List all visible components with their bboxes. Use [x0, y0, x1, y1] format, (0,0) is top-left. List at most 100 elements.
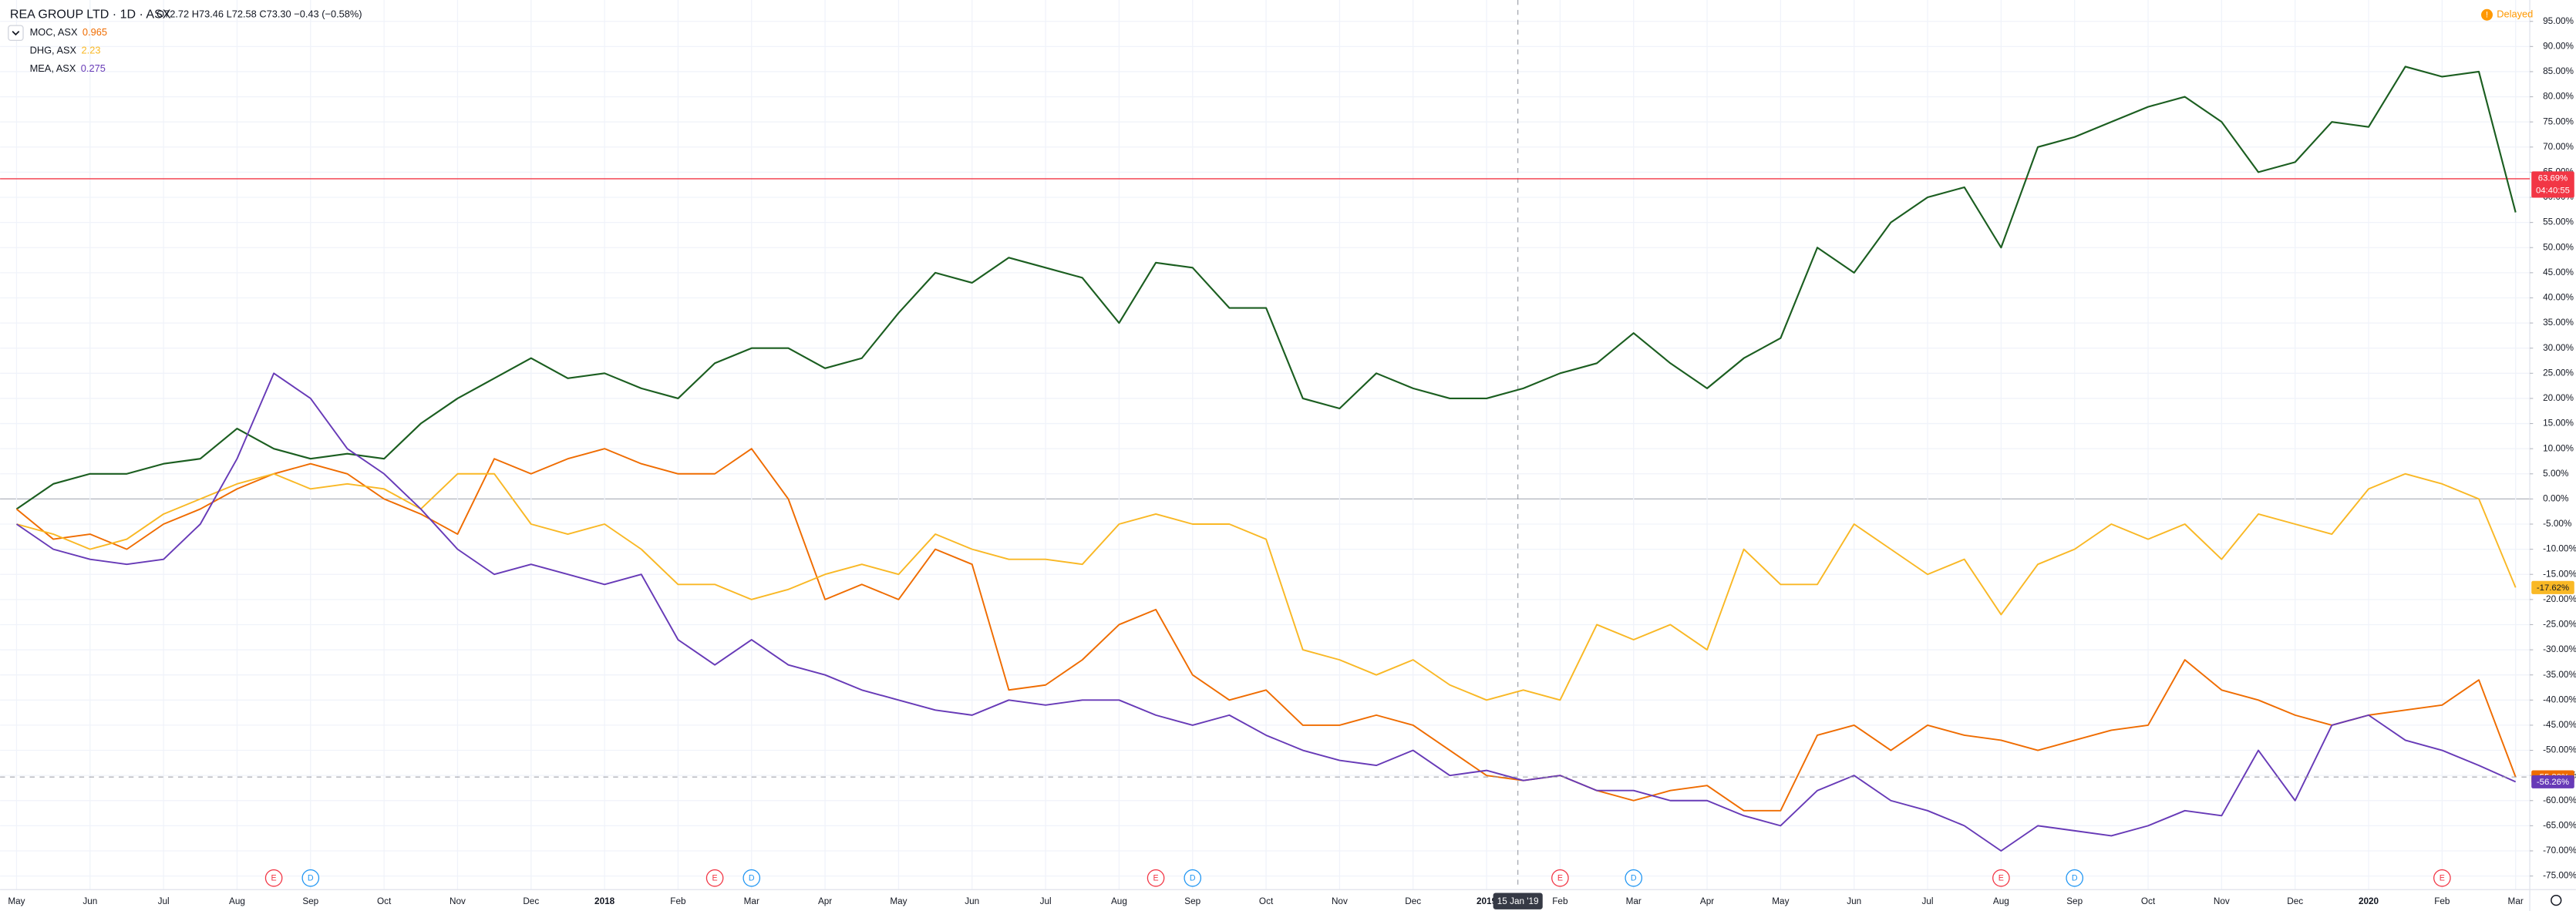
y-tick-label: -70.00%	[2543, 845, 2576, 856]
x-tick-label: Apr	[1700, 896, 1714, 906]
y-tick-label: 90.00%	[2543, 41, 2574, 51]
y-tick-label: 30.00%	[2543, 343, 2574, 353]
last-value-box	[2531, 775, 2574, 788]
event-marker[interactable]	[1184, 869, 1202, 887]
y-tick-label: 95.00%	[2543, 16, 2574, 26]
x-tick-label: Feb	[670, 896, 686, 906]
delayed-label[interactable]: Delayed	[2497, 8, 2533, 20]
legend-name[interactable]: MEA, ASX	[30, 62, 76, 74]
y-tick-label: -40.00%	[2543, 694, 2576, 704]
event-label: E	[1999, 874, 2004, 883]
y-tick-label: -60.00%	[2543, 795, 2576, 805]
y-tick-label: -35.00%	[2543, 670, 2576, 680]
x-tick-label: Dec	[2287, 896, 2303, 906]
event-marker[interactable]	[742, 869, 761, 887]
x-tick-label: Dec	[523, 896, 539, 906]
price-box	[2531, 171, 2574, 198]
y-tick-label: -20.00%	[2543, 594, 2576, 604]
x-tick-label: Feb	[2434, 896, 2450, 906]
event-label: D	[1190, 874, 1196, 883]
event-marker[interactable]	[301, 869, 320, 887]
y-tick-label: 20.00%	[2543, 393, 2574, 403]
symbol-title: REA GROUP LTD · 1D · ASX	[10, 7, 171, 21]
x-tick-label: Nov	[1332, 896, 1348, 906]
event-label: E	[271, 874, 277, 883]
event-marker[interactable]	[1147, 869, 1165, 887]
last-value-box	[2531, 580, 2574, 594]
ohlc: O72.72 H73.46 L72.58 C73.30 −0.43 (−0.58…	[157, 8, 362, 20]
x-tick-label: Jul	[1922, 896, 1934, 906]
y-tick-label: 70.00%	[2543, 142, 2574, 152]
x-tick-label: 2018	[594, 896, 615, 906]
crosshair-date: 15 Jan '19	[1497, 896, 1539, 906]
x-tick-label: Oct	[377, 896, 392, 906]
y-tick-label: -5.00%	[2543, 519, 2572, 529]
x-tick-label: 2020	[2359, 896, 2379, 906]
y-tick-label: 45.00%	[2543, 267, 2574, 277]
x-tick-label: Jun	[965, 896, 979, 906]
y-tick-label: 0.00%	[2543, 493, 2569, 503]
event-label: E	[712, 874, 718, 883]
x-tick-label: Sep	[302, 896, 318, 906]
y-tick-label: 40.00%	[2543, 293, 2574, 303]
x-tick-label: May	[1772, 896, 1789, 906]
event-label: D	[308, 874, 314, 883]
grid	[0, 0, 2531, 890]
y-tick-label: 25.00%	[2543, 368, 2574, 378]
y-tick-label: -45.00%	[2543, 720, 2576, 730]
y-tick-label: 50.00%	[2543, 242, 2574, 252]
y-tick-label: -30.00%	[2543, 644, 2576, 654]
x-tick-label: Oct	[2141, 896, 2156, 906]
chevron-icon	[12, 31, 20, 36]
legend: MOC, ASX 0.965 DHG, ASX 2.23 MEA, ASX 0.275	[30, 26, 107, 74]
y-tick-label: 5.00%	[2543, 469, 2569, 479]
x-tick-label: Mar	[1626, 896, 1642, 906]
price-label: 63.69%	[2538, 173, 2568, 183]
legend-value: 0.275	[81, 62, 106, 74]
legend-value: 0.965	[82, 26, 107, 38]
event-label: D	[2072, 874, 2078, 883]
x-tick-label: Mar	[744, 896, 759, 906]
event-marker[interactable]	[264, 869, 283, 887]
collapse-legend-button[interactable]	[8, 25, 24, 42]
y-tick-label: 85.00%	[2543, 66, 2574, 76]
y-tick-label: 35.00%	[2543, 318, 2574, 328]
legend-name[interactable]: MOC, ASX	[30, 26, 78, 38]
axes: -75.00%-70.00%-65.00%-60.00%-55.00%-50.0…	[8, 16, 2576, 906]
x-tick-label: Sep	[2066, 896, 2083, 906]
x-tick-label: Oct	[1259, 896, 1274, 906]
event-marker[interactable]	[2433, 869, 2451, 887]
series-line	[15, 448, 2517, 812]
x-tick-label: Jun	[1847, 896, 1861, 906]
x-tick-label: Nov	[450, 896, 466, 906]
y-tick-label: 15.00%	[2543, 419, 2574, 429]
x-tick-label: Feb	[1552, 896, 1568, 906]
y-tick-label: -25.00%	[2543, 620, 2576, 630]
series-line	[15, 66, 2517, 510]
x-tick-label: Nov	[2214, 896, 2230, 906]
x-tick-label: May	[8, 896, 25, 906]
event-label: D	[749, 874, 755, 883]
event-marker[interactable]	[2066, 869, 2084, 887]
y-tick-label: 10.00%	[2543, 443, 2574, 453]
event-marker[interactable]	[705, 869, 724, 887]
series-line	[15, 372, 2517, 852]
event-marker[interactable]	[1625, 869, 1643, 887]
last-value-label: -56.26%	[2537, 778, 2569, 787]
settings-button[interactable]	[2551, 894, 2562, 906]
event-marker[interactable]	[1551, 869, 1569, 887]
event-marker[interactable]	[1992, 869, 2010, 887]
x-tick-label: Aug	[1111, 896, 1127, 906]
x-tick-label: Jun	[82, 896, 97, 906]
y-tick-label: -15.00%	[2543, 569, 2576, 579]
y-tick-label: -65.00%	[2543, 820, 2576, 830]
countdown: 04:40:55	[2536, 187, 2570, 196]
delayed-icon	[2481, 8, 2493, 21]
legend-name[interactable]: DHG, ASX	[30, 45, 77, 56]
last-value-label: -17.62%	[2537, 583, 2569, 593]
x-tick-label: Jul	[1040, 896, 1052, 906]
legend-value: 2.23	[82, 45, 101, 56]
